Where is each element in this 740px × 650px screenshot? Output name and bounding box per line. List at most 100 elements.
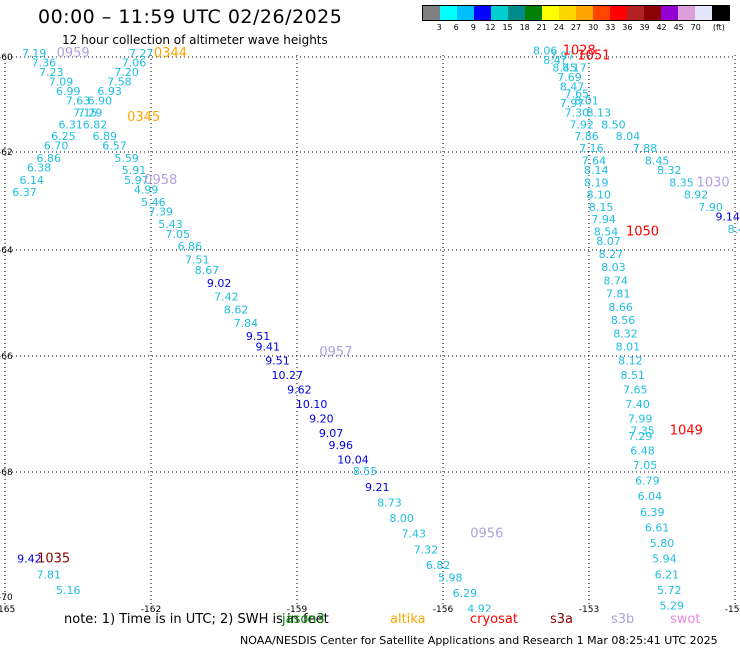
swh-value: 4.92 [467, 603, 492, 612]
scale-label: 70 [690, 23, 701, 32]
scale-swatch [576, 6, 593, 20]
swh-value: 8.62 [224, 304, 249, 317]
swh-value: 7.81 [606, 288, 631, 301]
swh-value: 9.96 [329, 439, 354, 452]
lat-label: -68 [0, 468, 13, 478]
pass-time-label: 1049 [670, 423, 703, 438]
scale-swatch [457, 6, 474, 20]
swh-value: 8.47 [560, 80, 585, 93]
scale-label: 9 [470, 23, 476, 32]
swh-value: 7.97 [550, 49, 575, 62]
scale-swatch [559, 6, 576, 20]
swh-value: 8.92 [684, 189, 709, 202]
swh-value: 7.51 [185, 253, 210, 266]
swh-value: 6.57 [102, 140, 127, 153]
scale-label: 3 [436, 23, 442, 32]
swh-value: 5.98 [438, 571, 463, 584]
swh-value: 8.74 [604, 274, 629, 287]
swh-value: 7.36 [32, 57, 57, 70]
swh-value: 8.67 [195, 264, 220, 277]
swh-value: 8.07 [596, 235, 621, 248]
swh-value: 9.21 [365, 481, 390, 494]
swh-value: 7.20 [114, 66, 139, 79]
scale-label: 36 [622, 23, 633, 32]
swh-value: 6.93 [97, 85, 122, 98]
swh-value: 8.32 [613, 327, 638, 340]
scale-swatch [525, 6, 542, 20]
scale-swatch [627, 6, 644, 20]
scale-swatch [508, 6, 525, 20]
swh-value: 8.45 [552, 61, 577, 74]
swh-value: 8.17 [562, 61, 587, 74]
scale-swatch [610, 6, 627, 20]
scale-swatch [491, 6, 508, 20]
scale-label: 12 [485, 23, 496, 32]
scale-label: 6 [453, 23, 459, 32]
lat-label: -64 [0, 246, 13, 256]
scale-swatch [593, 6, 610, 20]
axis-labels: -60 -62 -64 -66 -68 -70 -165 -162 -159 -156 -153 -1… [0, 53, 740, 612]
swh-value: 8.50 [601, 118, 626, 131]
legend-sat-swot: swot [670, 612, 701, 627]
lon-label: -150 [725, 605, 740, 612]
swh-value: 5.46 [141, 196, 166, 209]
swh-value: 6.61 [645, 521, 670, 534]
swh-value: 6.89 [93, 130, 118, 143]
scale-label: 15 [502, 23, 513, 32]
swh-value: 5.29 [659, 600, 684, 613]
footer-credit: NOAA/NESDIS Center for Satellite Applica… [240, 634, 718, 647]
pass-time-label: 0345 [127, 110, 160, 125]
swh-value: 8.4? [543, 54, 566, 67]
swh-value: 7.86 [574, 130, 599, 143]
swh-value: 6.38 [27, 162, 52, 175]
legend-sat-altika: altika [390, 612, 426, 627]
swh-value: 7.94 [591, 213, 616, 226]
swh-value: 7.65 [565, 87, 590, 100]
swh-value: 6.48 [630, 445, 655, 458]
swh-value: 7.90 [698, 201, 723, 214]
swh-value: 7.15 [73, 106, 98, 119]
scale-swatch [712, 6, 729, 20]
swh-value: 8.01 [616, 341, 641, 354]
swh-value: 6.86 [178, 240, 203, 253]
swh-value: 8.01 [574, 95, 599, 108]
lat-label: -62 [0, 148, 13, 158]
swh-value: 8.56 [611, 314, 636, 327]
scale-label: 18 [519, 23, 530, 32]
scale-label: (ft) [712, 23, 725, 32]
swh-value: 8.15 [589, 201, 614, 214]
pass-time-label: 1028 [563, 44, 596, 59]
lat-label: -70 [0, 593, 13, 603]
swh-value: 8.06 [533, 45, 558, 58]
scale-swatch [644, 6, 661, 20]
pass-time-label: 0957 [319, 345, 352, 360]
swh-value: 8.14 [584, 164, 609, 177]
swh-value: 9.20 [309, 413, 334, 426]
swh-value: 10.10 [296, 398, 328, 411]
swh-value: 7.32 [414, 543, 439, 556]
lon-label: -159 [287, 605, 308, 612]
swh-value: 7.69 [557, 71, 582, 84]
swh-value: 7.97 [560, 97, 585, 110]
swh-value: 9.51 [246, 330, 271, 343]
legend-sat-jason3: jason3 [282, 612, 325, 627]
scale-swatch [695, 6, 712, 20]
swh-value: 8.03 [601, 261, 626, 274]
swh-value: 5.80 [650, 537, 675, 550]
swh-value: 5.16 [56, 584, 81, 597]
lon-label: -162 [141, 605, 161, 612]
swh-value: 8.54 [594, 225, 619, 238]
swh-value: 6.31 [58, 118, 83, 131]
swh-value: 8.45 [645, 154, 670, 167]
swh-value: 6.29 [453, 587, 478, 600]
swh-value: 7.30 [565, 106, 590, 119]
swh-value: 7.99 [628, 413, 653, 426]
pass-time-label: 0958 [144, 173, 177, 188]
swh-value: 8.00 [389, 512, 414, 525]
lat-label: -66 [0, 352, 13, 362]
swh-value: 8.12 [618, 355, 643, 368]
scale-swatch [440, 6, 457, 20]
swh-value: 7.29 [78, 106, 103, 119]
swh-value: 6.86 [37, 152, 62, 165]
swh-value: 9.62 [287, 384, 312, 397]
